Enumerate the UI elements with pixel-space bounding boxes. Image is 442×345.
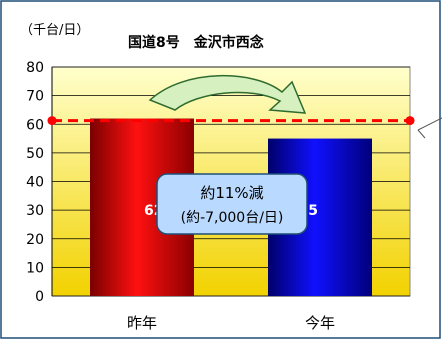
annotation-callout [156, 173, 308, 235]
y-tick-label: 0 [35, 289, 44, 305]
unit-label: （千台/日） [20, 23, 89, 38]
y-tick-label: 10 [26, 260, 44, 276]
x-tick-label: 今年 [305, 314, 335, 332]
y-tick-label: 30 [26, 203, 44, 219]
y-tick-label: 60 [26, 117, 44, 133]
y-tick-label: 40 [26, 175, 44, 191]
annotation-line1: 約11%減 [200, 184, 263, 202]
reference-point [47, 116, 57, 126]
chart-title: 国道8号 金沢市西念 [128, 34, 265, 51]
y-tick-label: 70 [26, 89, 44, 105]
x-axis-labels: 昨年 今年 [127, 314, 335, 332]
y-axis-ticks: 0 10 20 30 40 50 60 70 80 [26, 60, 44, 305]
reference-line-group [47, 116, 415, 126]
y-tick-label: 50 [26, 146, 44, 162]
x-tick-label: 昨年 [127, 314, 157, 332]
offscreen-callout-edge [417, 117, 442, 139]
y-tick-label: 20 [26, 232, 44, 248]
curved-arrow-icon [148, 74, 307, 114]
y-tick-label: 80 [26, 60, 44, 76]
reference-point [405, 116, 415, 126]
annotation-line2: (約-7,000台/日) [181, 210, 284, 226]
